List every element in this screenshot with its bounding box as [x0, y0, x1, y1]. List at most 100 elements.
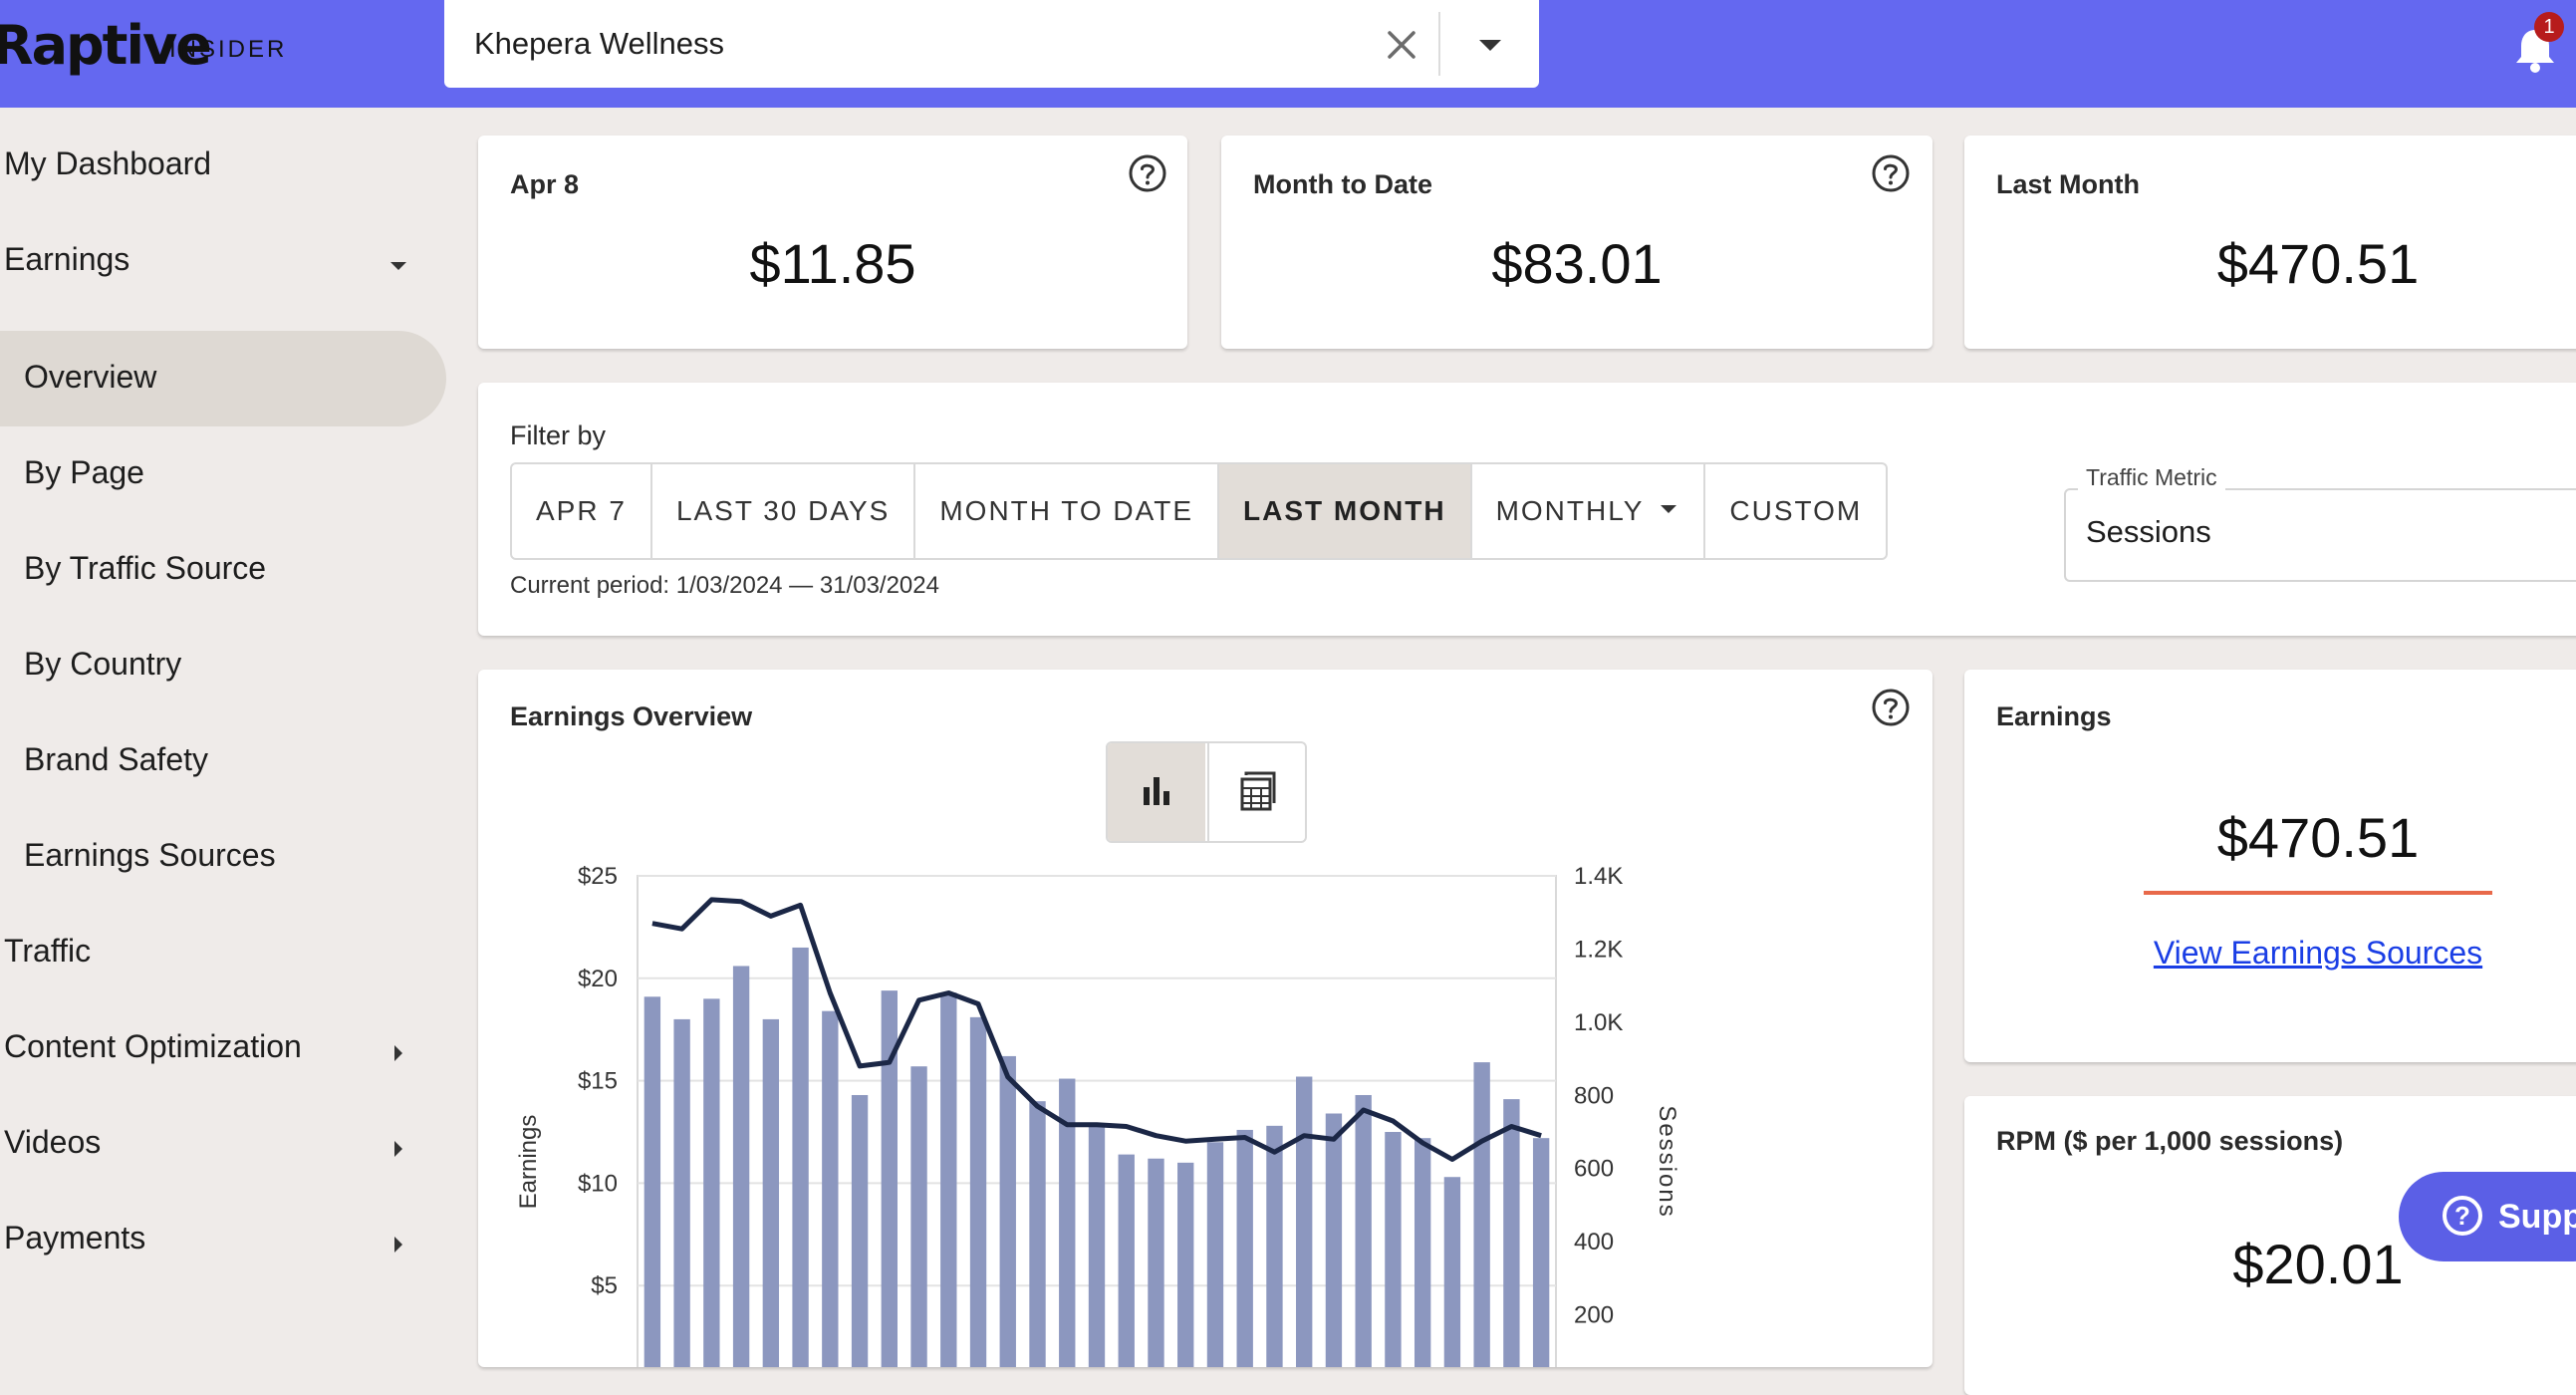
- earnings-bar: [1385, 1132, 1402, 1367]
- sidebar-item-by-country[interactable]: By Country: [0, 618, 446, 713]
- sidebar-item-label: Content Optimization: [4, 1028, 302, 1064]
- chevron-down-icon[interactable]: [1460, 14, 1520, 76]
- earnings-bar: [1029, 1101, 1046, 1367]
- card-value: $470.51: [2216, 232, 2420, 295]
- summary-card-last-month: Last Month $470.51: [1964, 136, 2576, 349]
- chevron-right-icon: [386, 1132, 410, 1169]
- sessions-line: [651, 897, 1542, 1162]
- card-title: Earnings: [1996, 701, 2112, 731]
- sidebar-item-brand-safety[interactable]: Brand Safety: [0, 713, 446, 809]
- y2-tick-label: 800: [1574, 1082, 1614, 1109]
- filter-apr-7-button[interactable]: APR 7: [512, 464, 652, 558]
- earnings-bar: [1296, 1076, 1313, 1367]
- sidebar-item-by-page[interactable]: By Page: [0, 426, 446, 522]
- earnings-sessions-chart: $5 $10 $15 $20 $25 200 400 600 800 1.0K 1.2K 1.4K Ea…: [515, 863, 1680, 1367]
- earnings-bar: [703, 998, 720, 1367]
- chart-view-toggle: [1106, 741, 1307, 843]
- card-value: $83.01: [1491, 232, 1663, 295]
- earnings-bar: [1443, 1177, 1461, 1367]
- earnings-bar: [1088, 1123, 1106, 1367]
- card-title: Month to Date: [1253, 169, 1432, 199]
- support-button[interactable]: ? Support: [2399, 1172, 2576, 1261]
- chevron-right-icon: [386, 1036, 410, 1073]
- card-value: $11.85: [749, 232, 916, 295]
- earnings-bar: [673, 1018, 690, 1367]
- y2-tick-label: 1.2K: [1574, 936, 1623, 963]
- clear-icon[interactable]: [1371, 14, 1432, 76]
- filter-custom-button[interactable]: CUSTOM: [1729, 495, 1863, 526]
- chevron-right-icon: [386, 1228, 410, 1264]
- summary-card-month-to-date: Month to Date $83.01: [1221, 136, 1932, 349]
- earnings-bar: [732, 966, 750, 1367]
- sidebar-item-label: Overview: [24, 359, 157, 395]
- sidebar-item-earnings[interactable]: Earnings: [0, 213, 446, 309]
- earnings-bar: [1206, 1142, 1224, 1367]
- sidebar-item-earnings-sources[interactable]: Earnings Sources: [0, 809, 446, 905]
- sidebar-item-label: Brand Safety: [24, 741, 208, 777]
- earnings-bar: [1355, 1094, 1372, 1367]
- traffic-metric-label: Traffic Metric: [2078, 464, 2225, 491]
- y2-axis-label: Sessions: [1654, 1105, 1680, 1218]
- sidebar-item-videos[interactable]: Videos: [0, 1096, 446, 1192]
- earnings-bar: [1266, 1125, 1283, 1367]
- filter-monthly-label: MONTHLY: [1495, 495, 1645, 526]
- view-earnings-sources-link[interactable]: View Earnings Sources: [2153, 935, 2483, 971]
- sidebar-item-by-traffic-source[interactable]: By Traffic Source: [0, 522, 446, 618]
- help-icon: ?: [2443, 1196, 2482, 1236]
- earnings-bar: [969, 1016, 987, 1367]
- earnings-bar: [1414, 1138, 1431, 1367]
- earnings-bar: [881, 990, 898, 1367]
- sidebar-item-label: Earnings: [4, 241, 130, 277]
- sidebar-item-overview[interactable]: Overview: [0, 331, 446, 426]
- logo-subtitle: INSIDER: [169, 36, 288, 63]
- filter-label: Filter by: [510, 420, 607, 450]
- y2-tick-label: 600: [1574, 1156, 1614, 1183]
- card-title: Earnings Overview: [510, 701, 753, 731]
- earnings-bar: [1236, 1129, 1253, 1367]
- sidebar-item-label: By Traffic Source: [24, 550, 267, 586]
- sidebar-item-traffic[interactable]: Traffic: [0, 905, 446, 1000]
- bar-chart-icon[interactable]: [1108, 743, 1205, 841]
- earnings-bar: [792, 947, 809, 1367]
- filter-last-30-days-button[interactable]: LAST 30 DAYS: [652, 464, 916, 558]
- earnings-bar: [1532, 1138, 1550, 1367]
- y-tick-label: $15: [578, 1068, 618, 1095]
- earnings-bar: [762, 1018, 780, 1367]
- card-title: Last Month: [1996, 169, 2140, 199]
- sidebar-item-payments[interactable]: Payments: [0, 1192, 446, 1287]
- notification-badge: 1: [2534, 12, 2564, 42]
- y2-tick-label: 1.4K: [1574, 863, 1623, 890]
- raptive-logo[interactable]: Raptive: [0, 14, 212, 77]
- earnings-value: $470.51: [2216, 806, 2420, 869]
- y-tick-label: $10: [578, 1170, 618, 1197]
- y2-tick-label: 400: [1574, 1229, 1614, 1256]
- period-filter-group: APR 7 LAST 30 DAYS MONTH TO DATE LAST MO…: [510, 462, 1889, 560]
- help-icon[interactable]: [1871, 688, 1911, 727]
- current-period-text: Current period: 1/03/2024 — 31/03/2024: [510, 572, 939, 599]
- site-selector[interactable]: Khepera Wellness: [444, 0, 1539, 88]
- earnings-bar: [1325, 1113, 1343, 1367]
- help-icon[interactable]: [1871, 153, 1911, 193]
- sidebar-item-label: Earnings Sources: [24, 837, 276, 873]
- y-tick-label: $25: [578, 863, 618, 890]
- traffic-metric-select[interactable]: [2064, 488, 2576, 582]
- sidebar-item-content-optimization[interactable]: Content Optimization: [0, 1000, 446, 1096]
- sidebar-item-my-dashboard[interactable]: My Dashboard: [0, 118, 446, 213]
- summary-card-day: Apr 8 $11.85: [478, 136, 1187, 349]
- card-title: Apr 8: [510, 169, 580, 199]
- earnings-bar: [644, 996, 661, 1367]
- sidebar-item-label: Payments: [4, 1220, 146, 1256]
- filter-month-to-date-button[interactable]: MONTH TO DATE: [915, 464, 1220, 558]
- help-icon[interactable]: [1128, 153, 1167, 193]
- earnings-bar: [1473, 1062, 1490, 1367]
- filter-last-month-button[interactable]: LAST MONTH: [1219, 464, 1472, 558]
- earnings-bar: [1148, 1158, 1164, 1367]
- filter-monthly-button[interactable]: MONTHLY: [1472, 464, 1706, 558]
- chevron-down-icon: [1658, 495, 1679, 527]
- support-label: Support: [2498, 1198, 2576, 1236]
- earnings-bar: [1118, 1154, 1135, 1367]
- filter-card: Filter by APR 7 LAST 30 DAYS MONTH TO DA…: [478, 383, 2576, 636]
- earnings-bar: [1503, 1099, 1520, 1367]
- earnings-bar: [999, 1055, 1016, 1367]
- table-view-icon[interactable]: [1207, 743, 1305, 841]
